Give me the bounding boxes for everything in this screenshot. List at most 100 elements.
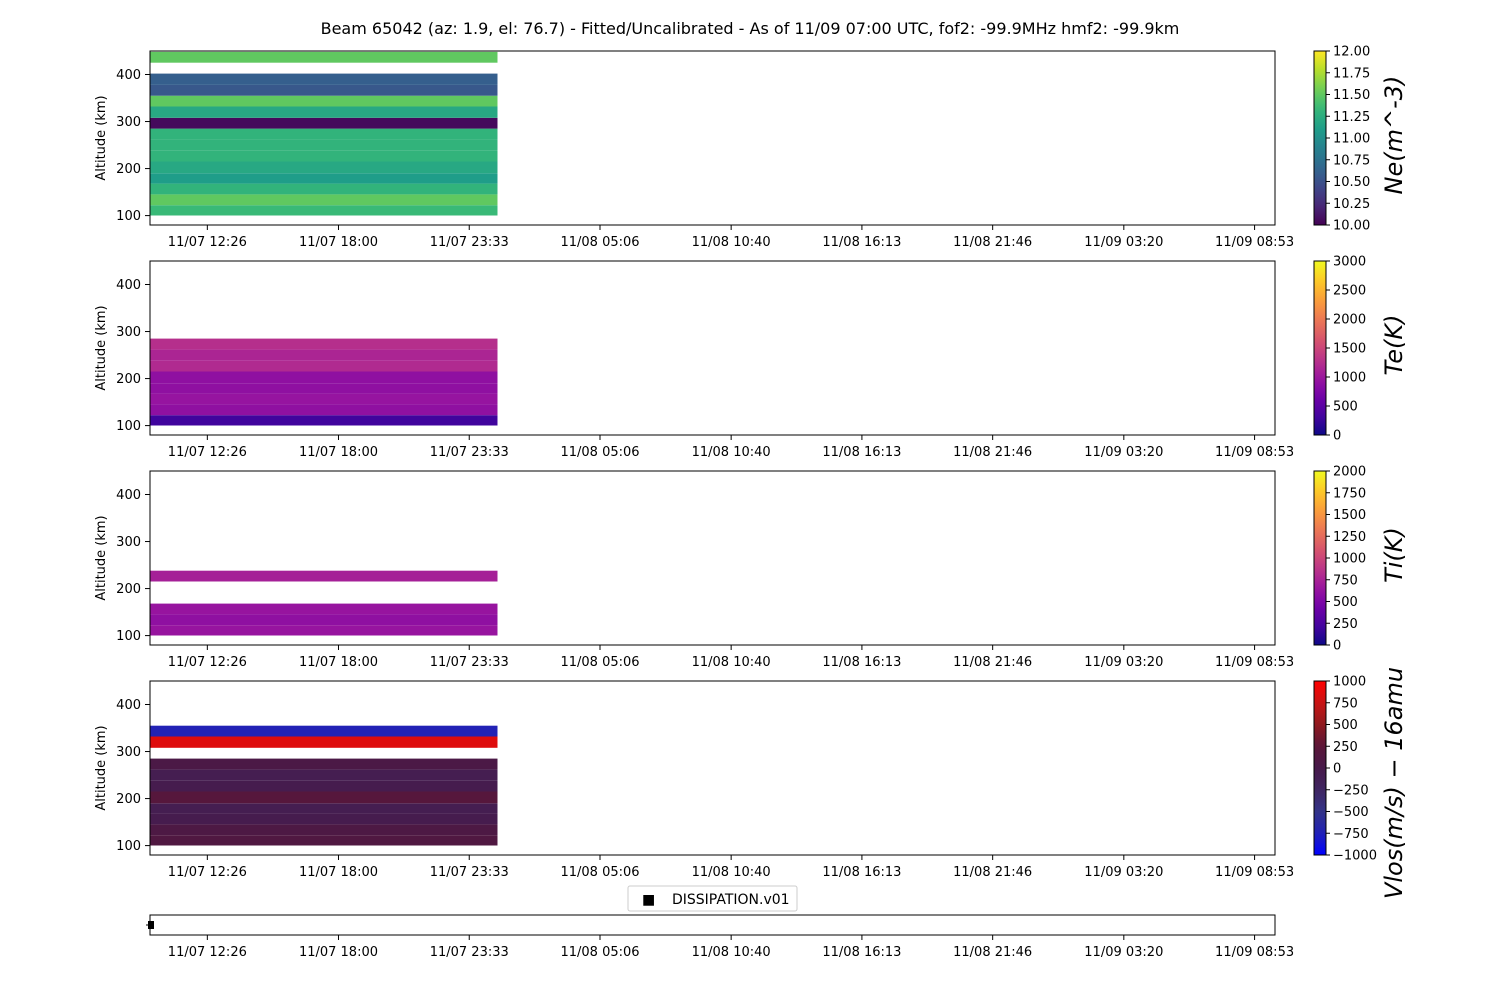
colorbar-tick-label: 1750	[1333, 486, 1366, 501]
strip-marker	[148, 921, 154, 929]
y-tick-label: 300	[116, 115, 141, 130]
x-tick-label: 11/07 18:00	[299, 445, 378, 460]
x-tick-label: 11/08 10:40	[692, 865, 771, 880]
x-tick-label: 11/07 23:33	[430, 655, 509, 670]
colorbar-tick-label: 3000	[1333, 255, 1366, 270]
heatmap-cell	[150, 84, 498, 96]
x-tick-label: 11/07 12:26	[168, 945, 247, 960]
y-tick-label: 400	[116, 68, 141, 83]
heatmap-cell	[150, 360, 498, 372]
colorbar-tick-label: 2500	[1333, 284, 1366, 299]
colorbar-label: Ne(m^-3)	[1380, 76, 1408, 195]
y-tick-label: 400	[116, 278, 141, 293]
colorbar-tick-label: −1000	[1333, 849, 1377, 864]
y-tick-label: 400	[116, 488, 141, 503]
axes-frame	[149, 680, 1276, 856]
colorbar-tick-label: 1250	[1333, 530, 1366, 545]
x-tick-label: 11/07 18:00	[299, 945, 378, 960]
heatmap-cell	[150, 614, 498, 626]
y-axis-label: Altitude (km)	[94, 515, 109, 600]
y-tick-label: 200	[116, 162, 141, 177]
colorbar-label: Vlos(m/s) − 16amu	[1380, 667, 1408, 899]
y-axis-label: Altitude (km)	[94, 95, 109, 180]
y-tick-label: 200	[116, 792, 141, 807]
y-tick-label: 400	[116, 698, 141, 713]
x-tick-label: 11/08 05:06	[560, 865, 639, 880]
colorbar-label: Te(K)	[1380, 315, 1408, 376]
x-tick-label: 11/09 08:53	[1215, 945, 1294, 960]
x-tick-label: 11/09 08:53	[1215, 865, 1294, 880]
heatmap-cell	[150, 736, 498, 748]
colorbar-tick-label: 750	[1333, 573, 1358, 588]
heatmap-cell	[150, 393, 498, 405]
x-tick-label: 11/07 18:00	[299, 865, 378, 880]
colorbar-tick-label: 500	[1333, 595, 1358, 610]
heatmap-cell	[150, 349, 498, 361]
y-tick-label: 200	[116, 582, 141, 597]
colorbar-tick-label: 11.00	[1333, 132, 1370, 147]
colorbar-tick-label: 11.25	[1333, 110, 1370, 125]
y-tick-label: 100	[116, 629, 141, 644]
colorbar-tick-label: 1000	[1333, 371, 1366, 386]
y-tick-label: 100	[116, 209, 141, 224]
y-tick-label: 300	[116, 325, 141, 340]
colorbar-tick-label: 0	[1333, 762, 1341, 777]
heatmap-cell	[150, 139, 498, 151]
colorbar-tick-label: 1000	[1333, 675, 1366, 690]
colorbar-tick-label: 500	[1333, 400, 1358, 415]
colorbar-tick-label: 2000	[1333, 313, 1366, 328]
legend-label: DISSIPATION.v01	[672, 892, 790, 908]
x-tick-label: 11/07 23:33	[430, 865, 509, 880]
y-axis-label: Altitude (km)	[94, 725, 109, 810]
x-tick-label: 11/08 21:46	[953, 865, 1032, 880]
x-tick-label: 11/07 12:26	[168, 445, 247, 460]
panel-ne: 11/07 12:26 11/07 18:00 11/07 23:33 11/08 0…	[94, 45, 1408, 251]
colorbar-tick-label: 2000	[1333, 465, 1366, 480]
heatmap-cell	[150, 150, 498, 162]
x-tick-label: 11/09 08:53	[1215, 655, 1294, 670]
heatmap-cell	[150, 625, 498, 636]
panel-te: 11/07 12:26 11/07 18:00 11/07 23:33 11/08 0…	[94, 255, 1408, 461]
heatmap-cell	[150, 383, 498, 394]
x-tick-label: 11/07 12:26	[168, 655, 247, 670]
colorbar-tick-label: −250	[1333, 783, 1369, 798]
x-tick-label: 11/08 16:13	[822, 445, 901, 460]
x-tick-label: 11/08 10:40	[692, 655, 771, 670]
x-tick-label: 11/08 05:06	[560, 945, 639, 960]
x-tick-label: 11/08 21:46	[953, 945, 1032, 960]
x-tick-label: 11/07 18:00	[299, 655, 378, 670]
heatmap-cell	[150, 603, 498, 615]
x-tick-label: 11/08 10:40	[692, 445, 771, 460]
colorbar-tick-label: 0	[1333, 429, 1341, 444]
heatmap-cell	[150, 205, 498, 216]
heatmap-cell	[150, 803, 498, 814]
colorbar-label: Ti(K)	[1380, 527, 1408, 583]
colorbar-tick-label: 10.75	[1333, 153, 1370, 168]
x-tick-label: 11/09 08:53	[1215, 445, 1294, 460]
strip-axes-frame	[149, 914, 1276, 936]
panel-ti: 11/07 12:26 11/07 18:00 11/07 23:33 11/08 0…	[94, 465, 1408, 671]
y-tick-label: 200	[116, 372, 141, 387]
colorbar-tick-label: 11.50	[1333, 88, 1370, 103]
colorbar-tick-label: 10.50	[1333, 175, 1370, 190]
axes-frame	[149, 50, 1276, 226]
heatmap-cell	[150, 51, 498, 63]
colorbar-tick-label: 1500	[1333, 508, 1366, 523]
axes-frame	[149, 260, 1276, 436]
colorbar	[1313, 680, 1327, 856]
heatmap-cell	[150, 371, 498, 384]
colorbar-tick-label: 10.25	[1333, 197, 1370, 212]
heatmap-cell	[150, 769, 498, 781]
heatmap-cell	[150, 813, 498, 825]
heatmap-cell	[150, 183, 498, 195]
x-tick-label: 11/09 03:20	[1084, 445, 1163, 460]
x-tick-label: 11/09 03:20	[1084, 655, 1163, 670]
heatmap-cell	[150, 570, 498, 582]
heatmap-cell	[150, 106, 498, 118]
x-tick-label: 11/08 16:13	[822, 655, 901, 670]
legend-box	[627, 885, 798, 912]
heatmap-cell	[150, 791, 498, 804]
heatmap-cell	[150, 117, 498, 129]
colorbar-tick-label: 12.00	[1333, 45, 1370, 60]
x-tick-label: 11/08 21:46	[953, 235, 1032, 250]
